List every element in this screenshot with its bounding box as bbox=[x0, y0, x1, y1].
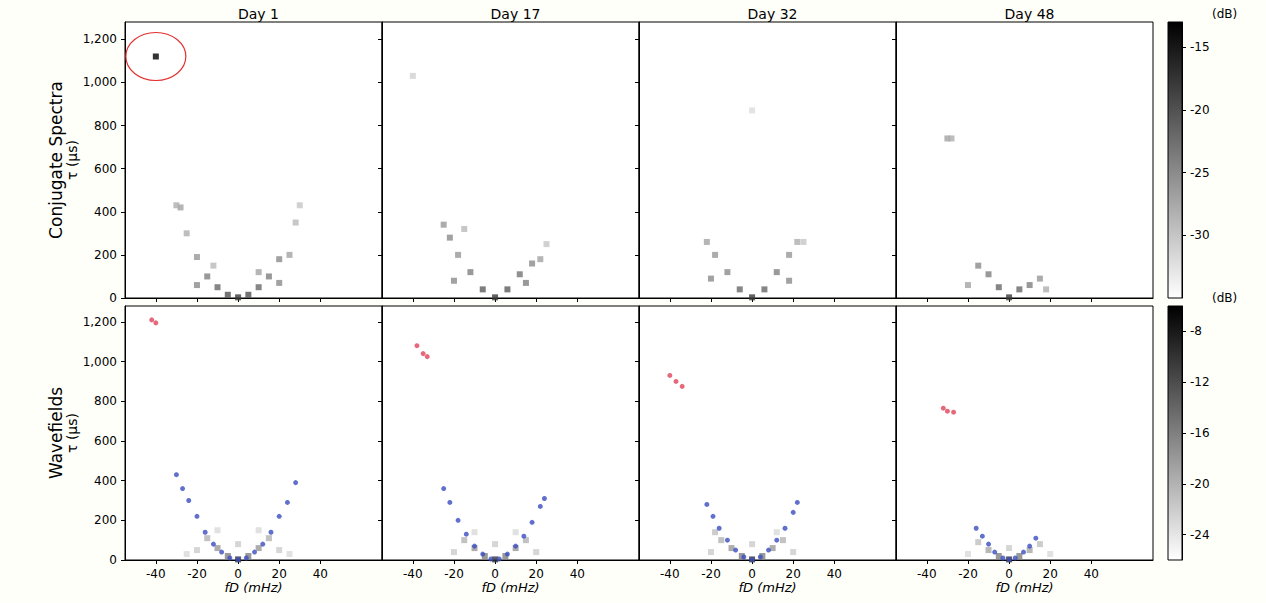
svg-text:40: 40 bbox=[313, 567, 328, 581]
svg-text:(dB): (dB) bbox=[1212, 291, 1237, 305]
svg-text:200: 200 bbox=[94, 513, 117, 527]
svg-text:-16: -16 bbox=[1190, 426, 1210, 440]
svg-text:40: 40 bbox=[1084, 567, 1099, 581]
svg-text:0: 0 bbox=[748, 567, 756, 581]
svg-text:20: 20 bbox=[786, 567, 801, 581]
svg-text:400: 400 bbox=[94, 205, 117, 219]
svg-text:800: 800 bbox=[94, 119, 117, 133]
svg-text:0: 0 bbox=[109, 291, 117, 305]
svg-text:Day 17: Day 17 bbox=[491, 6, 541, 22]
svg-text:600: 600 bbox=[94, 434, 117, 448]
svg-text:1,000: 1,000 bbox=[83, 355, 117, 369]
svg-text:1,200: 1,200 bbox=[83, 32, 117, 46]
svg-text:τ (μs): τ (μs) bbox=[64, 413, 80, 453]
svg-text:20: 20 bbox=[272, 567, 287, 581]
svg-text:800: 800 bbox=[94, 394, 117, 408]
svg-text:400: 400 bbox=[94, 474, 117, 488]
svg-text:-20: -20 bbox=[1190, 103, 1210, 117]
svg-text:fD (mHz): fD (mHz) bbox=[224, 580, 282, 595]
svg-text:1,000: 1,000 bbox=[83, 75, 117, 89]
svg-text:20: 20 bbox=[1043, 567, 1058, 581]
svg-text:τ (μs): τ (μs) bbox=[64, 140, 80, 180]
svg-text:-8: -8 bbox=[1190, 324, 1202, 338]
svg-text:-20: -20 bbox=[444, 567, 464, 581]
svg-text:fD (mHz): fD (mHz) bbox=[738, 580, 796, 595]
svg-text:-20: -20 bbox=[958, 567, 978, 581]
svg-text:-20: -20 bbox=[187, 567, 207, 581]
svg-text:-12: -12 bbox=[1190, 375, 1210, 389]
svg-text:-40: -40 bbox=[146, 567, 166, 581]
svg-text:40: 40 bbox=[570, 567, 585, 581]
svg-text:Day 32: Day 32 bbox=[748, 6, 798, 22]
svg-text:-15: -15 bbox=[1190, 40, 1210, 54]
svg-text:20: 20 bbox=[529, 567, 544, 581]
svg-text:-40: -40 bbox=[660, 567, 680, 581]
svg-text:-40: -40 bbox=[917, 567, 937, 581]
svg-text:-24: -24 bbox=[1190, 528, 1210, 542]
svg-text:Day 1: Day 1 bbox=[238, 6, 279, 22]
svg-text:(dB): (dB) bbox=[1212, 7, 1237, 21]
svg-text:600: 600 bbox=[94, 162, 117, 176]
svg-text:0: 0 bbox=[491, 567, 499, 581]
svg-text:-40: -40 bbox=[403, 567, 423, 581]
svg-text:1,200: 1,200 bbox=[83, 315, 117, 329]
svg-text:40: 40 bbox=[827, 567, 842, 581]
svg-text:-20: -20 bbox=[1190, 477, 1210, 491]
svg-text:Wavefields: Wavefields bbox=[46, 386, 66, 480]
svg-text:Day 48: Day 48 bbox=[1005, 6, 1055, 22]
svg-text:0: 0 bbox=[109, 553, 117, 567]
svg-text:-30: -30 bbox=[1190, 228, 1210, 242]
svg-text:200: 200 bbox=[94, 248, 117, 262]
svg-text:fD (mHz): fD (mHz) bbox=[995, 580, 1053, 595]
svg-text:-25: -25 bbox=[1190, 166, 1210, 180]
svg-text:0: 0 bbox=[234, 567, 242, 581]
svg-text:-20: -20 bbox=[701, 567, 721, 581]
svg-text:Conjugate Spectra: Conjugate Spectra bbox=[46, 81, 66, 239]
svg-text:fD (mHz): fD (mHz) bbox=[481, 580, 539, 595]
svg-text:0: 0 bbox=[1005, 567, 1013, 581]
